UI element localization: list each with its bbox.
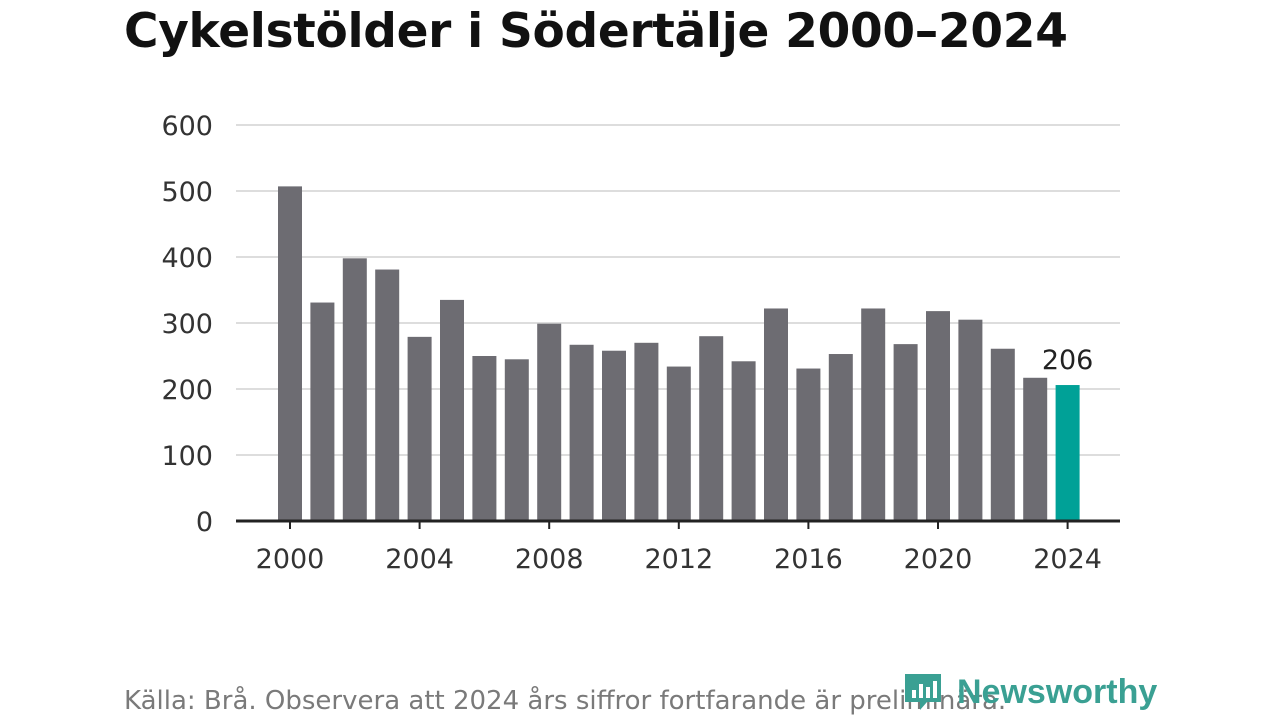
x-tick-label: 2020 bbox=[904, 544, 973, 575]
bar-2021 bbox=[958, 319, 983, 521]
y-tick-label: 300 bbox=[161, 309, 213, 340]
y-tick-label: 400 bbox=[161, 243, 213, 274]
bar-2001 bbox=[310, 302, 335, 521]
bar-2017 bbox=[828, 354, 853, 521]
bar-2005 bbox=[440, 299, 464, 521]
y-tick-label: 0 bbox=[196, 507, 213, 538]
chart-title: Cykelstölder i Södertälje 2000–2024 bbox=[124, 4, 1068, 59]
brand-logo[interactable]: Newsworthy bbox=[903, 672, 1157, 712]
bar-2014 bbox=[731, 361, 756, 521]
y-tick-label: 200 bbox=[161, 375, 213, 406]
bar-2022 bbox=[990, 348, 1015, 521]
bar-2018 bbox=[861, 308, 886, 521]
y-tick-label: 500 bbox=[161, 177, 213, 208]
bar-2011 bbox=[634, 342, 659, 521]
brand-name: Newsworthy bbox=[957, 672, 1158, 711]
bar-2002 bbox=[342, 258, 367, 521]
data-label-2024: 206 bbox=[1042, 345, 1094, 376]
bar-2019 bbox=[893, 344, 918, 521]
newsworthy-logo-icon bbox=[905, 674, 941, 710]
x-tick-label: 2008 bbox=[515, 544, 584, 575]
bar-2009 bbox=[569, 344, 594, 521]
data-labels: 206 bbox=[1042, 345, 1094, 376]
y-tick-label: 100 bbox=[161, 441, 213, 472]
y-tick-label: 600 bbox=[161, 111, 213, 142]
x-axis-ticks: 2000 2004 2008 2012 2016 2020 2024 bbox=[256, 521, 1102, 575]
y-axis-ticks: 0 100 200 300 400 500 600 bbox=[161, 111, 213, 538]
bar-2020 bbox=[926, 311, 950, 521]
bar-2023 bbox=[1023, 377, 1048, 521]
bar-2003 bbox=[375, 269, 400, 521]
bar-2007 bbox=[504, 359, 529, 521]
bar-2024 bbox=[1055, 385, 1080, 521]
bar-2000 bbox=[278, 186, 302, 521]
source-note: Källa: Brå. Observera att 2024 års siffr… bbox=[124, 686, 1007, 716]
bar-2012 bbox=[666, 366, 691, 521]
x-tick-label: 2012 bbox=[644, 544, 713, 575]
bar-2010 bbox=[602, 350, 626, 521]
bar-2016 bbox=[796, 368, 821, 521]
x-tick-label: 2016 bbox=[774, 544, 843, 575]
x-tick-label: 2000 bbox=[256, 544, 325, 575]
x-tick-label: 2024 bbox=[1033, 544, 1102, 575]
bar-2015 bbox=[764, 308, 788, 521]
bar-2008 bbox=[537, 323, 562, 521]
bar-2006 bbox=[472, 356, 497, 521]
bar-2013 bbox=[699, 336, 724, 521]
bar-2004 bbox=[407, 336, 432, 521]
bars bbox=[278, 186, 1080, 521]
x-tick-label: 2004 bbox=[385, 544, 454, 575]
